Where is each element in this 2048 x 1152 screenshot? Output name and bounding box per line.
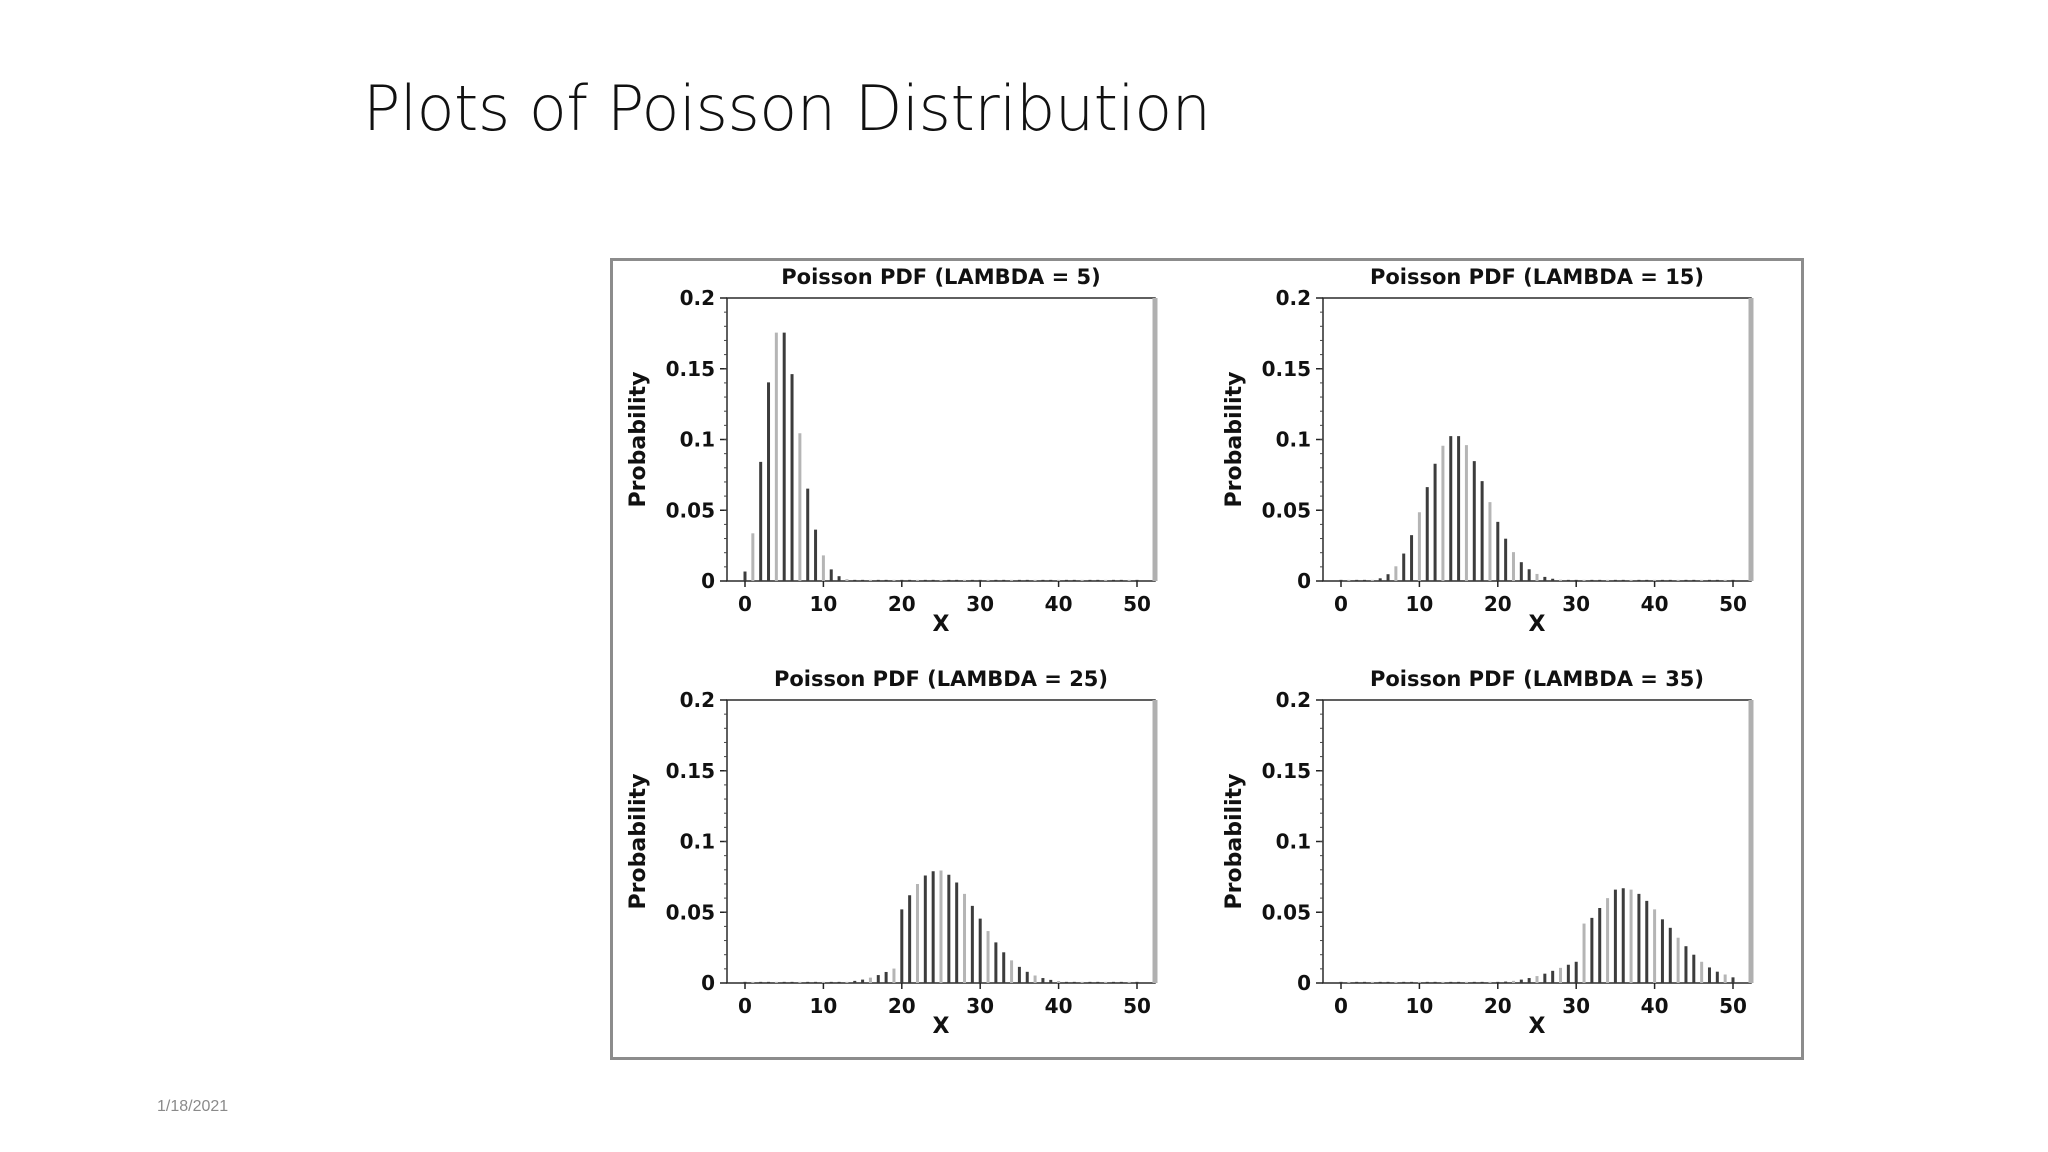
y-tick-label: 0.1 bbox=[1276, 428, 1311, 452]
y-axis-label: Probability bbox=[1222, 774, 1247, 910]
x-tick-label: 50 bbox=[1719, 592, 1747, 616]
y-axis-label: Probability bbox=[626, 372, 651, 508]
x-tick-label: 0 bbox=[738, 592, 752, 616]
x-tick-label: 0 bbox=[738, 994, 752, 1018]
x-axis-label: X bbox=[1529, 1014, 1546, 1039]
y-tick-label: 0.1 bbox=[1276, 830, 1311, 854]
x-axis-label: X bbox=[1529, 612, 1546, 637]
y-tick-label: 0.2 bbox=[680, 688, 715, 712]
y-tick-label: 0 bbox=[701, 971, 715, 995]
y-tick-label: 0.15 bbox=[666, 357, 715, 381]
y-axis-label: Probability bbox=[1222, 372, 1247, 508]
figure-frame bbox=[610, 258, 1804, 1060]
x-tick-label: 30 bbox=[966, 592, 994, 616]
x-tick-label: 20 bbox=[888, 592, 916, 616]
chart-title: Poisson PDF (LAMBDA = 15) bbox=[1370, 265, 1704, 289]
y-tick-label: 0 bbox=[1297, 971, 1311, 995]
y-tick-label: 0.05 bbox=[666, 900, 715, 924]
x-tick-label: 50 bbox=[1123, 994, 1151, 1018]
x-axis-label: X bbox=[933, 1014, 950, 1039]
y-tick-label: 0.2 bbox=[1276, 286, 1311, 310]
plot-frame bbox=[1322, 699, 1752, 984]
y-axis-label: Probability bbox=[626, 774, 651, 910]
x-tick-label: 10 bbox=[1405, 592, 1433, 616]
y-tick-label: 0.05 bbox=[1262, 498, 1311, 522]
y-tick-label: 0.05 bbox=[666, 498, 715, 522]
y-tick-label: 0.15 bbox=[1262, 357, 1311, 381]
poisson-figure: Poisson PDF (LAMBDA = 5) 0 0.05 0.1 0.15 0.2 0… bbox=[626, 265, 1754, 1039]
x-tick-label: 10 bbox=[809, 994, 837, 1018]
x-tick-label: 40 bbox=[1641, 994, 1669, 1018]
x-tick-label: 0 bbox=[1334, 592, 1348, 616]
x-axis-label: X bbox=[933, 612, 950, 637]
x-tick-label: 30 bbox=[966, 994, 994, 1018]
chart-panel-4: Poisson PDF (LAMBDA = 35) 0 0.05 0.1 0.15 0.2… bbox=[1222, 667, 1754, 1039]
x-tick-label: 30 bbox=[1562, 592, 1590, 616]
chart-panel-2: Poisson PDF (LAMBDA = 15) 0 0.05 0.1 0.15 0.2… bbox=[1222, 265, 1754, 637]
x-tick-label: 30 bbox=[1562, 994, 1590, 1018]
chart-title: Poisson PDF (LAMBDA = 35) bbox=[1370, 667, 1704, 691]
chart-panel-3: Poisson PDF (LAMBDA = 25) 0 0.05 0.1 0.15 0.2… bbox=[626, 667, 1158, 1039]
x-tick-label: 0 bbox=[1334, 994, 1348, 1018]
chart-title: Poisson PDF (LAMBDA = 5) bbox=[781, 265, 1100, 289]
y-tick-label: 0.1 bbox=[680, 830, 715, 854]
slide-date: 1/18/2021 bbox=[157, 1098, 229, 1115]
x-tick-label: 10 bbox=[809, 592, 837, 616]
x-tick-label: 50 bbox=[1123, 592, 1151, 616]
x-tick-label: 20 bbox=[888, 994, 916, 1018]
y-tick-label: 0 bbox=[1297, 569, 1311, 593]
y-tick-label: 0.2 bbox=[680, 286, 715, 310]
chart-panel-1: Poisson PDF (LAMBDA = 5) 0 0.05 0.1 0.15 0.2 0… bbox=[626, 265, 1158, 637]
slide-title: Plots of Poisson Distribution bbox=[363, 72, 1211, 145]
y-tick-label: 0.15 bbox=[666, 759, 715, 783]
chart-title: Poisson PDF (LAMBDA = 25) bbox=[774, 667, 1108, 691]
x-tick-label: 50 bbox=[1719, 994, 1747, 1018]
x-tick-label: 10 bbox=[1405, 994, 1433, 1018]
y-tick-label: 0.05 bbox=[1262, 900, 1311, 924]
x-tick-label: 20 bbox=[1484, 994, 1512, 1018]
x-tick-label: 20 bbox=[1484, 592, 1512, 616]
x-tick-label: 40 bbox=[1045, 994, 1073, 1018]
y-tick-label: 0.15 bbox=[1262, 759, 1311, 783]
y-tick-label: 0.2 bbox=[1276, 688, 1311, 712]
plot-frame bbox=[1322, 297, 1752, 582]
x-tick-label: 40 bbox=[1045, 592, 1073, 616]
y-tick-label: 0 bbox=[701, 569, 715, 593]
x-tick-label: 40 bbox=[1641, 592, 1669, 616]
y-tick-label: 0.1 bbox=[680, 428, 715, 452]
